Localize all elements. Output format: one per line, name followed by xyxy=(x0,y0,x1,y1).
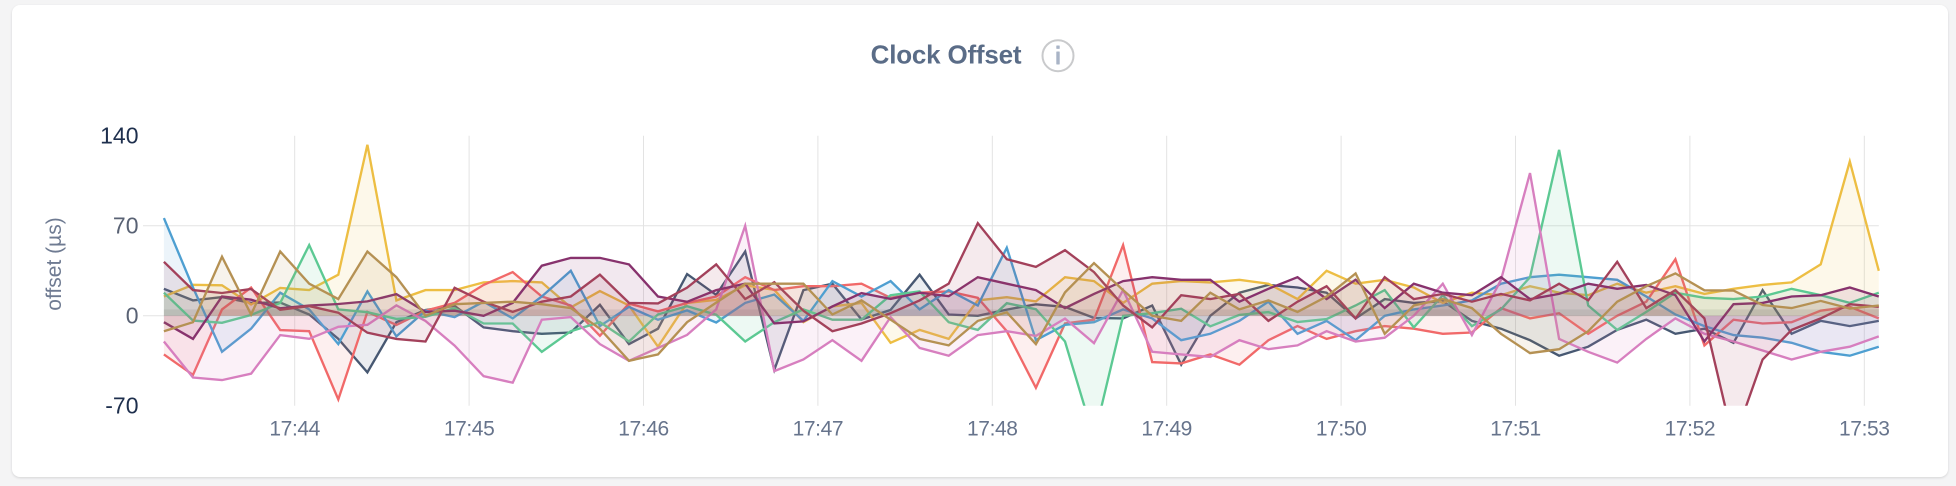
svg-text:17:44: 17:44 xyxy=(269,418,320,441)
svg-text:17:52: 17:52 xyxy=(1665,418,1716,441)
svg-text:0: 0 xyxy=(126,302,139,328)
svg-text:140: 140 xyxy=(100,122,138,148)
svg-text:17:45: 17:45 xyxy=(444,418,495,441)
svg-text:17:51: 17:51 xyxy=(1490,418,1541,441)
svg-text:17:49: 17:49 xyxy=(1141,418,1192,441)
svg-text:17:48: 17:48 xyxy=(967,418,1018,441)
svg-text:17:46: 17:46 xyxy=(618,418,669,441)
svg-text:17:53: 17:53 xyxy=(1839,418,1890,441)
svg-text:offset (µs): offset (µs) xyxy=(43,217,66,310)
svg-text:17:50: 17:50 xyxy=(1316,418,1367,441)
svg-text:70: 70 xyxy=(113,212,139,238)
svg-text:-70: -70 xyxy=(105,392,138,418)
svg-text:17:47: 17:47 xyxy=(793,418,844,441)
svg-text:Clock Offset: Clock Offset xyxy=(871,40,1022,70)
